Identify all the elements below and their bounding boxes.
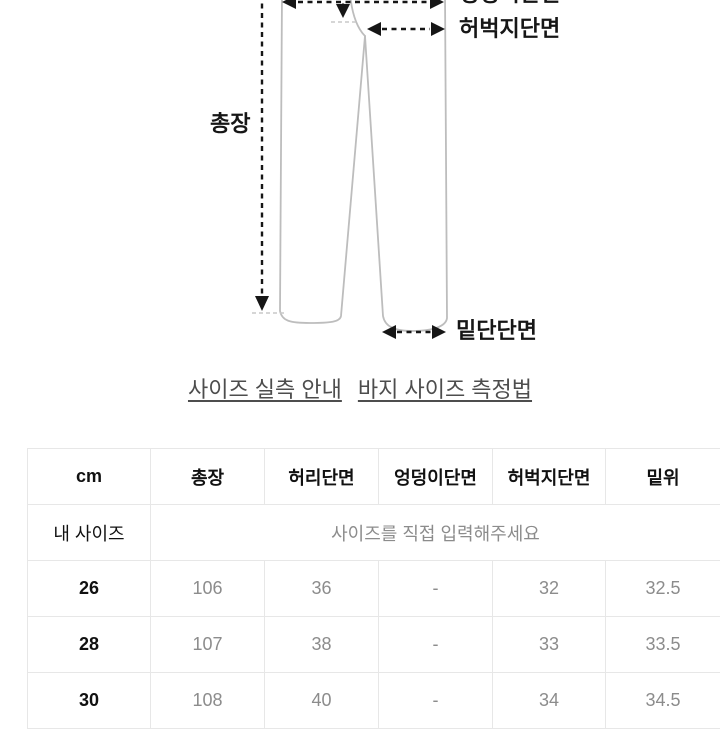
- value-rise: 34.5: [606, 673, 720, 729]
- size-chart-header-row: cm 총장 허리단면 엉덩이단면 허벅지단면 밑위: [28, 449, 720, 505]
- value-rise: 32.5: [606, 561, 720, 617]
- value-hip-width: -: [379, 673, 493, 729]
- hip-arrow-left-head-icon: [282, 0, 296, 9]
- hip-arrow-right-head-icon: [430, 0, 444, 9]
- size-label: 28: [28, 617, 151, 673]
- header-total-length: 총장: [151, 449, 265, 505]
- my-size-input-placeholder[interactable]: 사이즈를 직접 입력해주세요: [151, 505, 720, 561]
- size-measure-guide-link[interactable]: 사이즈 실측 안내: [188, 377, 342, 403]
- size-guide-links: 사이즈 실측 안내 바지 사이즈 측정법: [0, 377, 720, 403]
- value-thigh-width: 32: [493, 561, 606, 617]
- hem-arrow-left-head-icon: [382, 325, 396, 339]
- pants-measure-howto-link[interactable]: 바지 사이즈 측정법: [358, 377, 532, 403]
- size-label: 26: [28, 561, 151, 617]
- pants-crotch-curve: [350, 0, 365, 36]
- header-hip-width: 엉덩이단면: [379, 449, 493, 505]
- value-hip-width: -: [379, 561, 493, 617]
- header-thigh-width: 허벅지단면: [493, 449, 606, 505]
- value-total-length: 107: [151, 617, 265, 673]
- table-row-size-30: 30 108 40 - 34 34.5: [28, 673, 720, 729]
- header-rise: 밑위: [606, 449, 720, 505]
- hip-width-label: 엉덩이단면: [459, 0, 560, 6]
- size-label: 30: [28, 673, 151, 729]
- value-thigh-width: 34: [493, 673, 606, 729]
- value-thigh-width: 33: [493, 617, 606, 673]
- table-row-size-26: 26 106 36 - 32 32.5: [28, 561, 720, 617]
- table-row-size-28: 28 107 38 - 33 33.5: [28, 617, 720, 673]
- pants-left-leg-outline: [280, 0, 365, 323]
- value-waist-width: 36: [265, 561, 379, 617]
- my-size-label: 내 사이즈: [28, 505, 151, 561]
- thigh-arrow-right-head-icon: [431, 22, 445, 36]
- header-cm: cm: [28, 449, 151, 505]
- value-rise: 33.5: [606, 617, 720, 673]
- pants-diagram-drawing: [0, 0, 720, 372]
- value-total-length: 106: [151, 561, 265, 617]
- my-size-row: 내 사이즈 사이즈를 직접 입력해주세요: [28, 505, 720, 561]
- length-arrow-head-icon: [255, 296, 269, 311]
- value-hip-width: -: [379, 617, 493, 673]
- thigh-arrow-left-head-icon: [367, 22, 381, 36]
- thigh-width-label: 허벅지단면: [459, 17, 560, 41]
- value-waist-width: 38: [265, 617, 379, 673]
- pants-measurement-diagram: 엉덩이단면 허벅지단면 총장 밑단단면: [0, 0, 720, 372]
- value-waist-width: 40: [265, 673, 379, 729]
- total-length-label: 총장: [210, 112, 250, 136]
- hem-width-label: 밑단단면: [456, 319, 537, 343]
- value-total-length: 108: [151, 673, 265, 729]
- rise-arrow-head-icon: [336, 4, 350, 18]
- header-waist-width: 허리단면: [265, 449, 379, 505]
- pants-right-leg-outline: [365, 0, 447, 331]
- size-chart-table: cm 총장 허리단면 엉덩이단면 허벅지단면 밑위 내 사이즈 사이즈를 직접 …: [27, 448, 720, 729]
